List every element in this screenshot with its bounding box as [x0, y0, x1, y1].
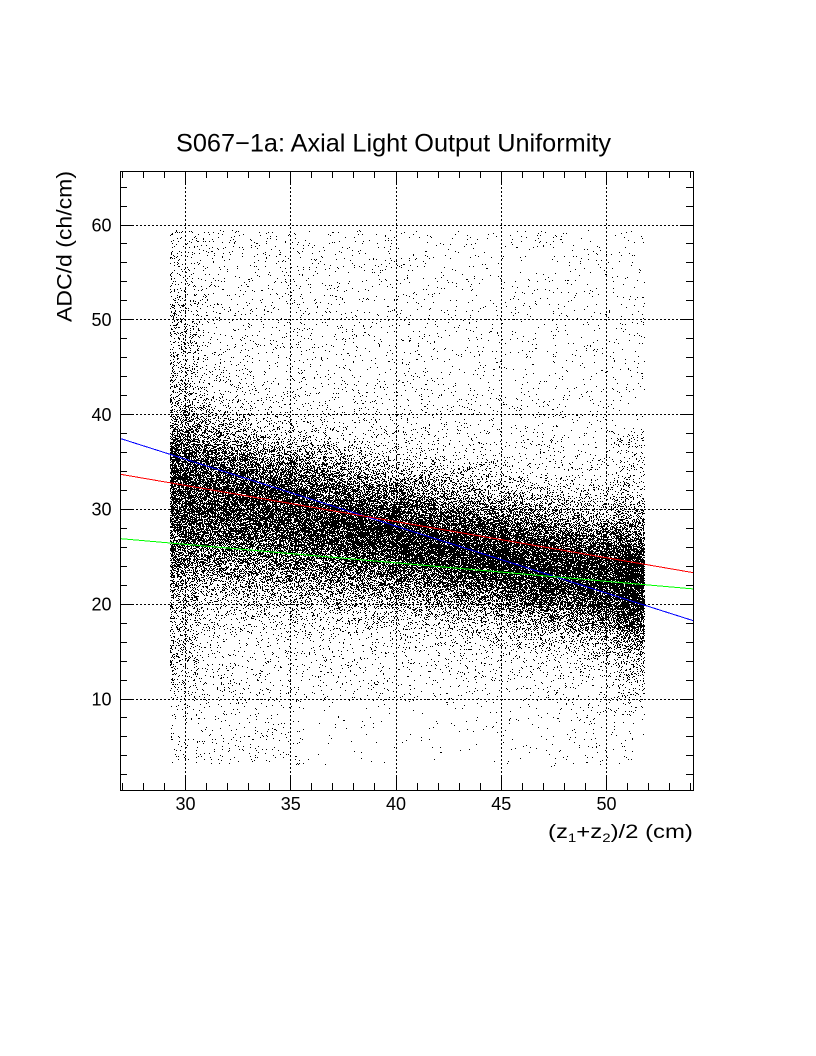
- svg-text:35: 35: [281, 794, 301, 814]
- svg-text:10: 10: [91, 689, 111, 709]
- svg-text:60: 60: [91, 215, 111, 235]
- svg-text:ADC/d (ch/cm): ADC/d (ch/cm): [54, 171, 77, 322]
- svg-text:40: 40: [91, 405, 111, 425]
- svg-text:30: 30: [175, 794, 195, 814]
- svg-text:30: 30: [91, 500, 111, 520]
- svg-text:40: 40: [386, 794, 406, 814]
- svg-text:S067−1a: Axial Light Output Un: S067−1a: Axial Light Output Uniformity: [176, 130, 611, 158]
- svg-text:45: 45: [491, 794, 511, 814]
- svg-text:20: 20: [91, 595, 111, 615]
- svg-text:50: 50: [91, 310, 111, 330]
- svg-text:50: 50: [596, 794, 616, 814]
